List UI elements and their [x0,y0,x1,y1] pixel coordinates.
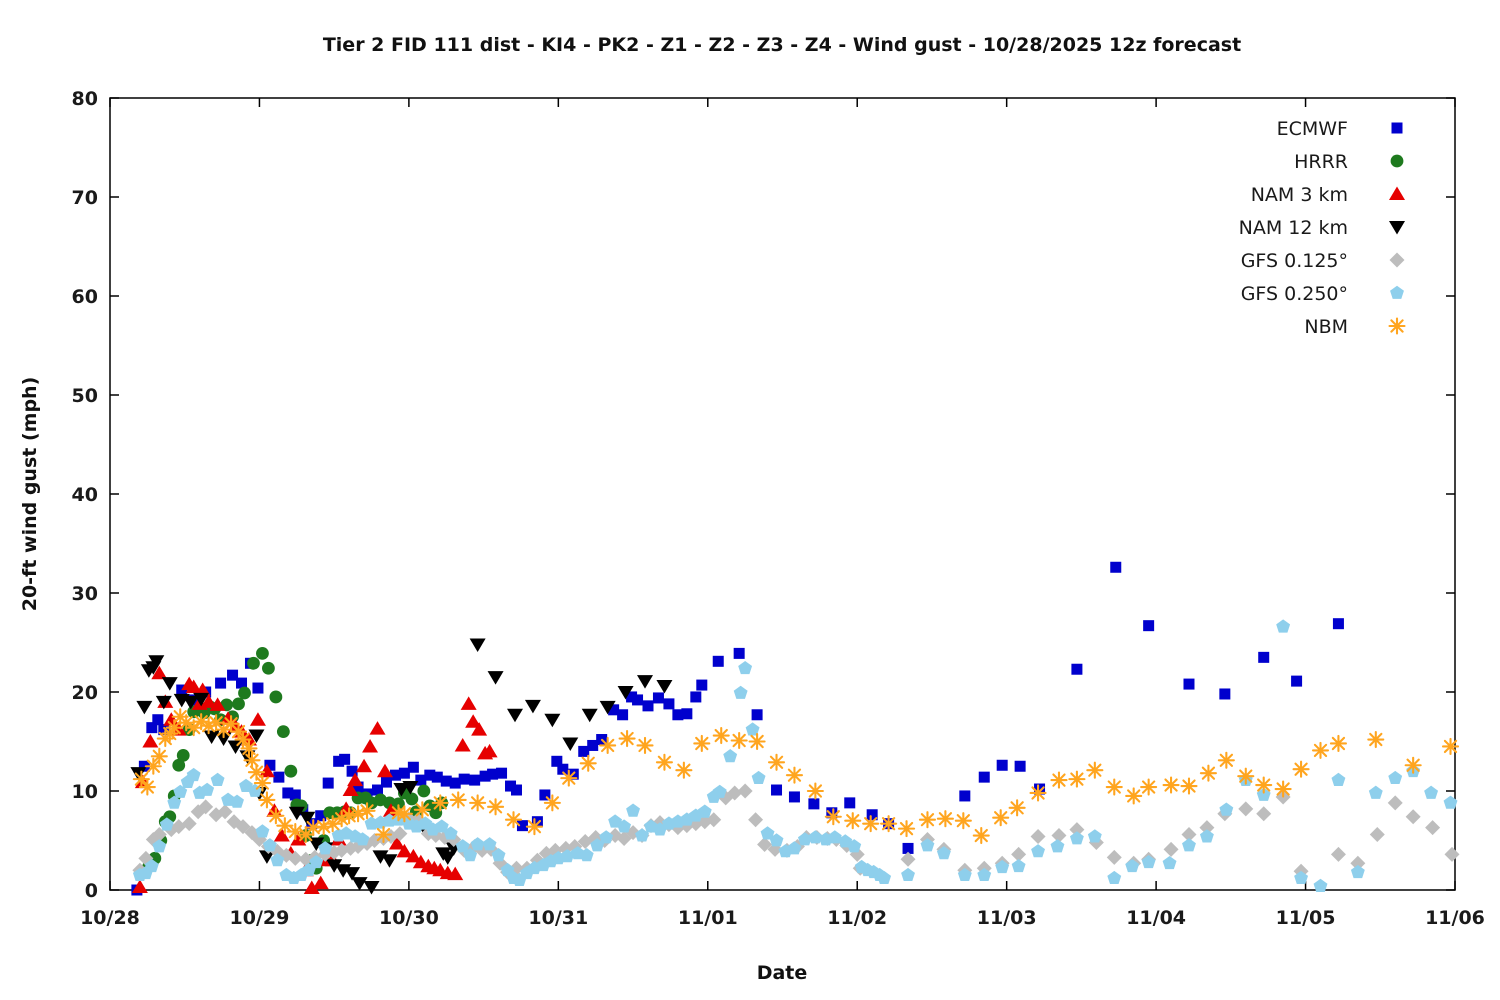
legend-marker-square-icon [1391,122,1403,134]
legend-marker-circle-icon [1390,154,1404,168]
chart-title: Tier 2 FID 111 dist - KI4 - PK2 - Z1 - Z… [322,34,1242,56]
x-axis-label: Date [756,962,808,984]
legend-marker-asterisk-icon [1388,317,1406,335]
legend-label: ECMWF [1277,118,1348,140]
y-tick-label: 70 [72,187,98,209]
legend-marker-triangle-down-icon [1389,221,1405,235]
x-tick-label: 10/29 [230,907,290,929]
legend-item-nbm: NBM [1304,316,1406,338]
x-tick-label: 11/04 [1126,907,1186,929]
x-tick-label: 10/30 [379,907,439,929]
legend-marker-triangle-up-icon [1389,186,1405,200]
legend-item-nam-3-km: NAM 3 km [1251,184,1405,206]
x-tick-label: 11/03 [977,907,1037,929]
legend-item-hrrr: HRRR [1294,151,1404,173]
legend-marker-pentagon-icon [1390,285,1404,299]
y-tick-label: 20 [72,682,98,704]
legend-label: NBM [1304,316,1348,338]
x-tick-label: 10/28 [80,907,140,929]
y-tick-label: 0 [85,880,98,902]
x-tick-label: 11/06 [1425,907,1485,929]
legend: ECMWF HRRR NAM 3 km NAM 12 km GFS 0.125° GFS … [1239,118,1406,338]
legend-label: HRRR [1294,151,1348,173]
legend-label: NAM 3 km [1251,184,1348,206]
y-tick-label: 40 [72,484,98,506]
x-axis-ticks: 10/28 10/29 10/30 10/31 11/01 11/02 11/03 11/04… [80,98,1485,929]
legend-item-gfs-0-125-: GFS 0.125° [1241,250,1405,272]
x-tick-label: 11/05 [1276,907,1336,929]
legend-item-nam-12-km: NAM 12 km [1239,217,1405,239]
y-tick-label: 80 [72,88,98,110]
y-axis-ticks: 0 10 20 30 40 50 60 70 80 [72,88,1455,902]
legend-label: NAM 12 km [1239,217,1348,239]
series-gfs-0-250- [132,619,1458,892]
x-tick-label: 11/02 [827,907,887,929]
legend-marker-diamond-icon [1389,252,1405,268]
x-tick-label: 10/31 [528,907,588,929]
legend-label: GFS 0.250° [1241,283,1348,305]
legend-item-gfs-0-250-: GFS 0.250° [1241,283,1404,305]
series-nbm [132,708,1460,845]
y-tick-label: 10 [72,781,98,803]
y-tick-label: 30 [72,583,98,605]
y-tick-label: 60 [72,286,98,308]
x-tick-label: 11/01 [678,907,738,929]
legend-label: GFS 0.125° [1241,250,1348,272]
y-tick-label: 50 [72,385,98,407]
legend-item-ecmwf: ECMWF [1277,118,1403,140]
